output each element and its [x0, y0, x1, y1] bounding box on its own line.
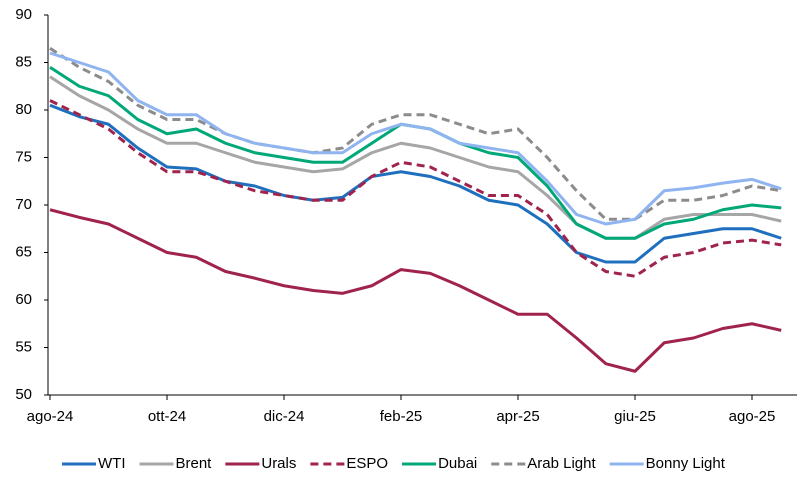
y-tick-label: 60	[15, 291, 32, 308]
x-tick-label: ago-25	[729, 408, 776, 425]
legend-label: ESPO	[346, 455, 388, 472]
series-line	[49, 208, 782, 373]
series-line	[49, 65, 782, 240]
y-tick-label: 65	[15, 243, 32, 260]
y-tick-label: 50	[15, 386, 32, 403]
y-tick-label: 90	[15, 6, 32, 23]
y-tick-label: 55	[15, 338, 32, 355]
legend-label: Brent	[176, 455, 213, 472]
y-tick-label: 80	[15, 101, 32, 118]
x-tick-label: ott-24	[148, 408, 186, 425]
legend-label: Bonny Light	[646, 455, 726, 472]
legend-label: Urals	[261, 455, 296, 472]
y-tick-label: 75	[15, 148, 32, 165]
series-line	[49, 51, 782, 226]
legend-label: Arab Light	[527, 455, 596, 472]
series-line	[49, 103, 782, 264]
series-line	[49, 46, 782, 221]
x-tick-label: dic-24	[264, 408, 305, 425]
legend-label: Dubai	[438, 455, 477, 472]
x-tick-label: apr-25	[496, 408, 539, 425]
x-tick-label: ago-24	[27, 408, 74, 425]
legend-label: WTI	[98, 455, 126, 472]
y-tick-label: 85	[15, 53, 32, 70]
series-line	[49, 75, 782, 240]
x-tick-label: giu-25	[614, 408, 656, 425]
x-tick-label: feb-25	[380, 408, 423, 425]
y-tick-label: 70	[15, 196, 32, 213]
